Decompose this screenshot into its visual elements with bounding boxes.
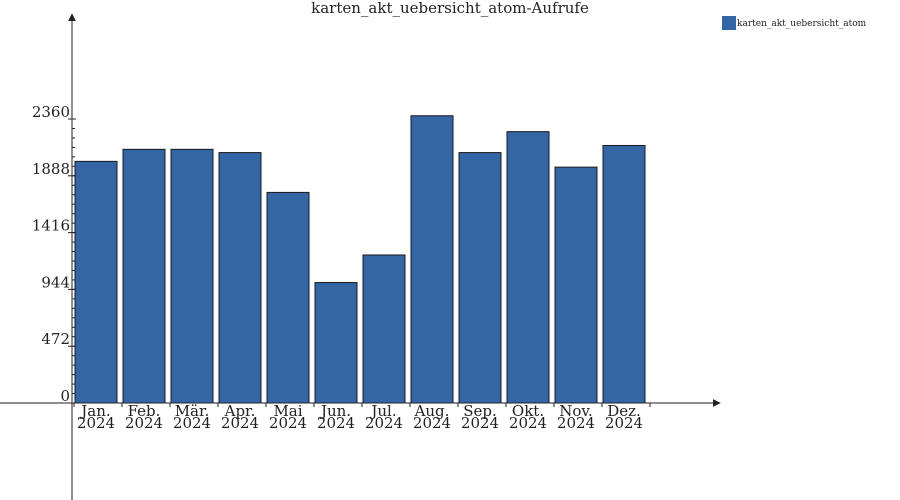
x-tick-label-year: 2024 bbox=[317, 414, 355, 432]
bar-jan bbox=[74, 160, 118, 404]
x-tick-label-month: Feb. bbox=[128, 402, 161, 420]
bar-group bbox=[74, 115, 646, 404]
legend-label: karten_akt_uebersicht_atom bbox=[737, 19, 867, 29]
bar-dez bbox=[602, 144, 646, 404]
x-tick-label-year: 2024 bbox=[461, 414, 499, 432]
bar-okt bbox=[506, 131, 550, 404]
x-tick-label-year: 2024 bbox=[173, 414, 211, 432]
legend: karten_akt_uebersicht_atom bbox=[722, 16, 867, 30]
bar-mai bbox=[266, 191, 310, 404]
x-tick-label-year: 2024 bbox=[413, 414, 451, 432]
x-tick-label-month: Jul. bbox=[369, 402, 396, 420]
bar-mär bbox=[170, 148, 214, 404]
y-tick-label: 0 bbox=[60, 387, 70, 405]
x-tick-label-year: 2024 bbox=[221, 414, 259, 432]
bar-jun bbox=[314, 282, 358, 404]
bar-jul bbox=[362, 254, 406, 404]
chart-title: karten_akt_uebersicht_atom-Aufrufe bbox=[311, 0, 589, 17]
x-tick-label-month: Jan. bbox=[79, 402, 110, 420]
x-tick-label-month: Sep. bbox=[463, 402, 497, 420]
legend-swatch bbox=[722, 16, 736, 30]
x-tick-label-month: Mai bbox=[273, 402, 302, 420]
x-tick-label-year: 2024 bbox=[77, 414, 115, 432]
bar-sep bbox=[458, 152, 502, 404]
x-tick-label-month: Jun. bbox=[319, 402, 351, 420]
x-tick-label-year: 2024 bbox=[125, 414, 163, 432]
y-tick-group: 0 472 944 1416 1888 2360 bbox=[32, 103, 76, 405]
y-tick-label: 472 bbox=[41, 330, 70, 348]
x-tick-label-month: Nov. bbox=[559, 402, 593, 420]
y-tick-label: 944 bbox=[41, 273, 70, 291]
x-tick-label-month: Apr. bbox=[224, 402, 256, 420]
x-tick-label-year: 2024 bbox=[605, 414, 643, 432]
x-tick-label-year: 2024 bbox=[557, 414, 595, 432]
bar-apr bbox=[218, 152, 262, 404]
bar-aug bbox=[410, 115, 454, 404]
x-tick-group: Jan.2024Feb.2024Mär.2024Apr.2024Mai2024J… bbox=[73, 402, 651, 432]
x-tick-label-month: Okt. bbox=[512, 402, 544, 420]
x-tick-label-month: Aug. bbox=[414, 402, 450, 420]
x-tick-label-month: Dez. bbox=[607, 402, 641, 420]
bar-nov bbox=[554, 166, 598, 404]
bar-feb bbox=[122, 148, 166, 404]
x-tick-label-year: 2024 bbox=[269, 414, 307, 432]
y-tick-label: 1888 bbox=[32, 160, 70, 178]
y-tick-label: 1416 bbox=[32, 217, 70, 235]
y-tick-label: 2360 bbox=[32, 103, 70, 121]
x-tick-label-year: 2024 bbox=[509, 414, 547, 432]
x-tick-label-year: 2024 bbox=[365, 414, 403, 432]
x-tick-label-month: Mär. bbox=[175, 402, 210, 420]
